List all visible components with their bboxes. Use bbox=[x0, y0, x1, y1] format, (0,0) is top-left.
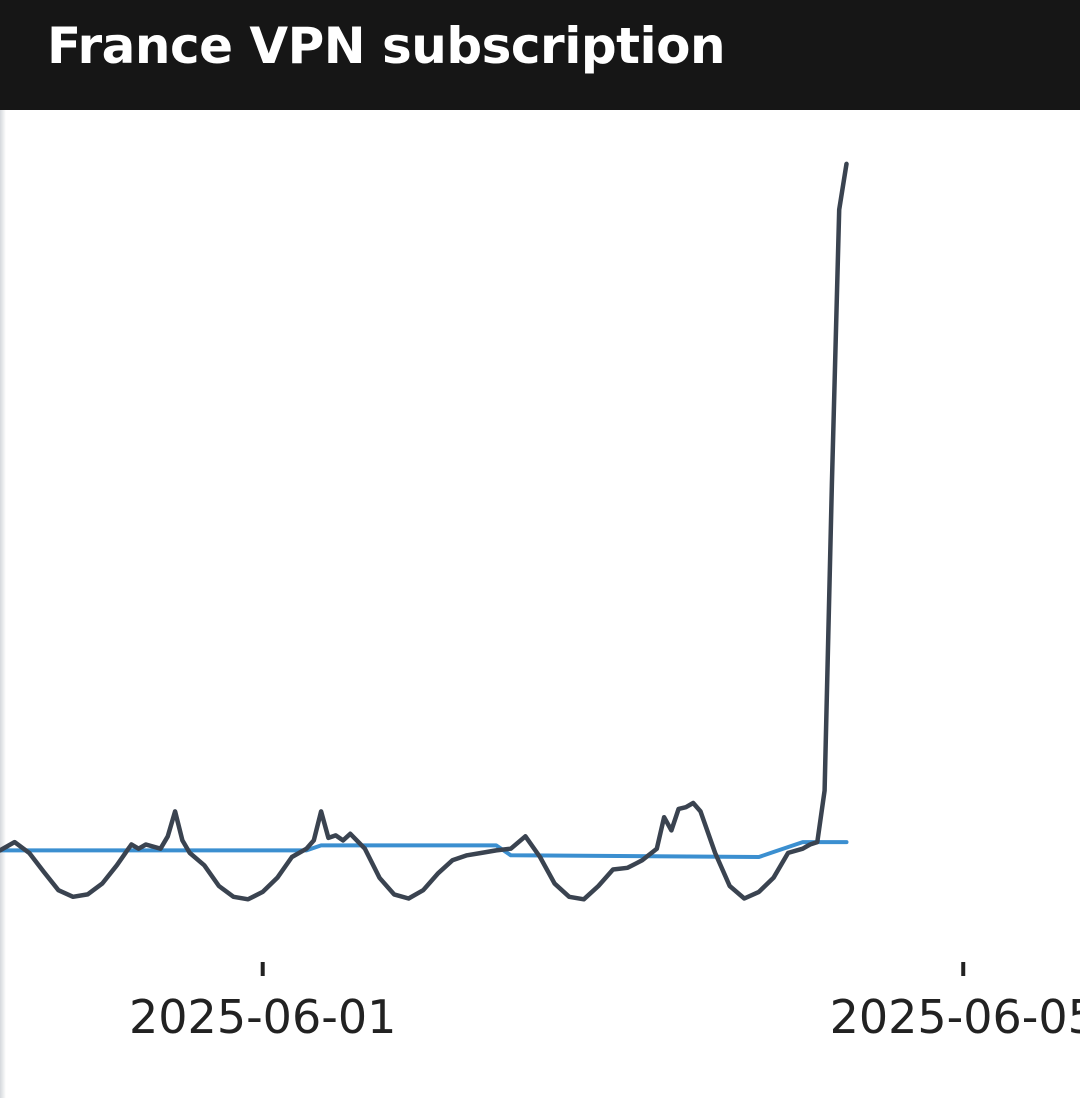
x-tick-label: 2025-06-01 bbox=[129, 990, 396, 1044]
baseline-series-line bbox=[0, 840, 849, 859]
x-tick-label: 2025-06-05 bbox=[830, 990, 1080, 1044]
left-edge-shadow bbox=[0, 110, 6, 1098]
observed-series-line bbox=[0, 161, 849, 902]
chart-title: France VPN subscription bbox=[47, 17, 726, 75]
title-bar: France VPN subscription bbox=[0, 0, 1080, 110]
